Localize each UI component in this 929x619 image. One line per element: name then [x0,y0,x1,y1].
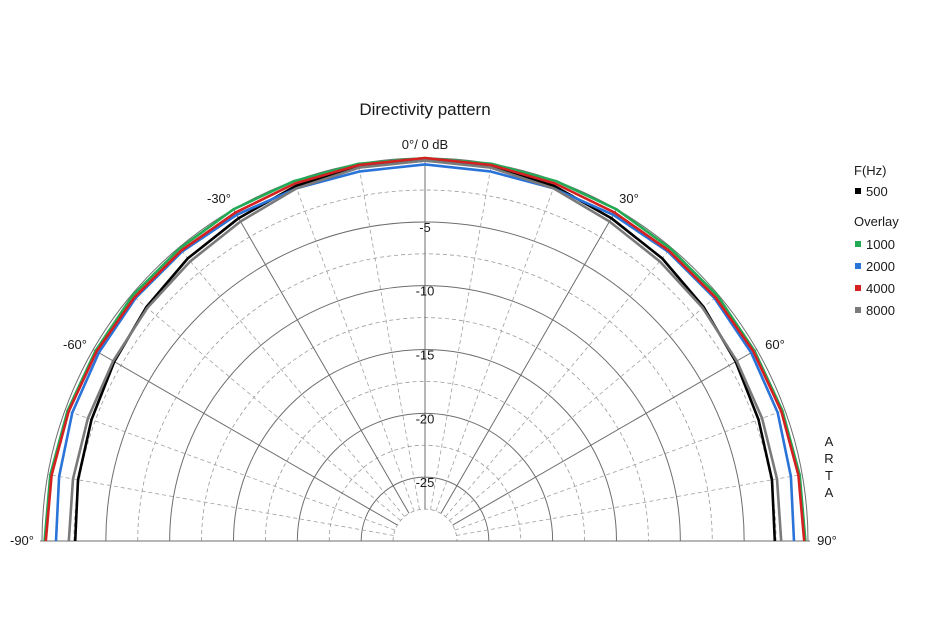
grid-spoke [233,209,410,514]
grid-spoke [440,209,617,514]
radial-label: -5 [419,220,431,235]
legend: F(Hz) Overlay 500 1000 2000 4000 8000 [854,163,899,318]
legend-item: 4000 [866,281,895,296]
legend-swatch [855,188,861,194]
grid-spoke [452,349,757,526]
grid-spoke-minor [178,247,405,517]
grid-spoke-minor [131,294,401,521]
polar-grid [40,157,810,542]
series-line-8000 [67,159,783,542]
angle-label: -90° [10,533,34,548]
grid-spoke-minor [449,294,719,521]
radial-label: -15 [416,348,435,363]
center-label: 0°/ 0 dB [402,137,448,152]
watermark-letter: R [824,451,833,466]
series-lines [43,156,807,542]
series-line-4000 [44,156,806,542]
angle-label: 90° [817,533,837,548]
angle-label: -60° [63,337,87,352]
radial-label: -25 [416,475,435,490]
radial-label: -20 [416,411,435,426]
watermark-letter: A [825,485,834,500]
radial-label: -10 [416,284,435,299]
grid-spoke-minor [445,247,672,517]
grid-spoke-minor [47,474,394,536]
grid-spoke [93,349,398,526]
legend-swatch [855,241,861,247]
series-line-2000 [54,163,796,542]
angle-label: 60° [765,337,785,352]
watermark-letter: T [825,468,833,483]
legend-header: F(Hz) [854,163,887,178]
legend-item: 1000 [866,237,895,252]
legend-item: 2000 [866,259,895,274]
legend-overlay-header: Overlay [854,214,899,229]
angle-label: 30° [619,191,639,206]
watermark-letter: A [825,434,834,449]
angle-label: -30° [207,191,231,206]
axis-labels: -5 -10 -15 -20 -25 -90° -60° -30° 30° 60° 90° [10,191,837,548]
grid-spoke-minor [358,163,420,510]
legend-item: 500 [866,184,888,199]
grid-spoke-minor [293,180,415,512]
legend-swatch [855,263,861,269]
chart-title: Directivity pattern [359,100,490,119]
legend-item: 8000 [866,303,895,318]
grid-spoke-minor [64,409,396,531]
grid-spoke-minor [456,474,803,536]
legend-swatch [855,307,861,313]
grid-spoke-minor [435,180,557,512]
grid-spoke-minor [430,163,492,510]
legend-swatch [855,285,861,291]
grid-spoke-minor [454,409,786,531]
